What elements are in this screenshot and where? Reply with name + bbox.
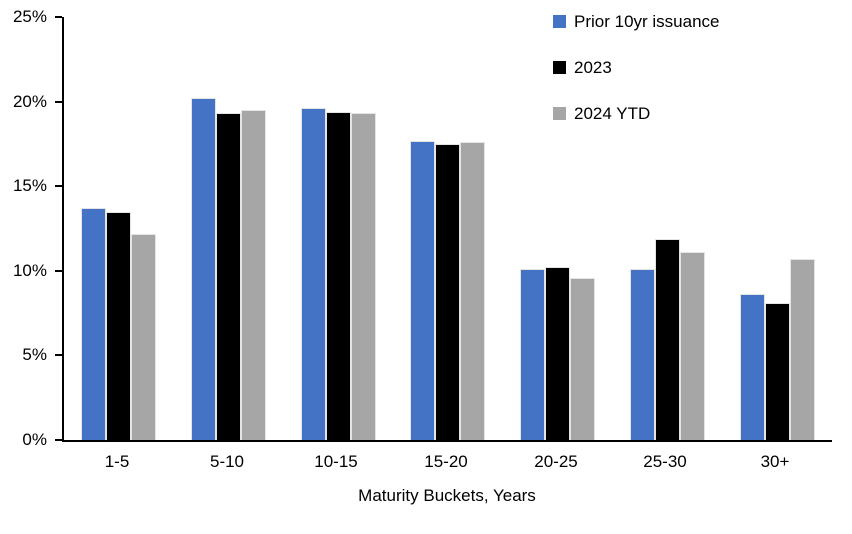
y-tick-label: 15%	[12, 176, 47, 196]
bar-30-prior-10yr-issuance	[740, 294, 765, 440]
legend-item-prior-10yr-issuance: Prior 10yr issuance	[553, 13, 720, 30]
bar-20-25-prior-10yr-issuance	[520, 269, 545, 440]
x-tick-label-5-10: 5-10	[209, 452, 245, 471]
legend-item-2024-ytd: 2024 YTD	[553, 105, 720, 122]
y-tick-label: 5%	[22, 345, 47, 365]
bar-15-20-prior-10yr-issuance	[410, 141, 435, 440]
y-tick-mark	[55, 16, 62, 18]
y-tick-mark	[55, 270, 62, 272]
bar-5-10-2023	[216, 113, 241, 440]
legend-label: 2024 YTD	[574, 104, 651, 123]
legend-item-2023: 2023	[553, 59, 720, 76]
x-tick-label-15-20: 15-20	[424, 452, 468, 471]
x-tick-label-10-15: 10-15	[314, 452, 358, 471]
legend-label: 2023	[574, 58, 612, 77]
legend-swatch-icon	[553, 61, 566, 74]
legend: Prior 10yr issuance 2023 2024 YTD	[553, 13, 720, 122]
legend-swatch-icon	[553, 107, 566, 120]
bar-25-30-2023	[655, 239, 680, 440]
y-tick-label: 20%	[12, 91, 47, 111]
bar-15-20-2023	[435, 144, 460, 440]
legend-label: Prior 10yr issuance	[574, 12, 720, 31]
plot-area	[55, 16, 832, 442]
bar-1-5-2023	[106, 212, 131, 440]
x-tick-label-1-5: 1-5	[104, 452, 130, 471]
y-tick-label: 25%	[12, 7, 47, 26]
y-tick-mark	[55, 354, 62, 356]
x-tick-label-25-30: 25-30	[643, 452, 687, 471]
bar-10-15-2023	[326, 112, 351, 440]
bar-10-15-2024-ytd	[351, 113, 376, 440]
bar-30-2023	[765, 303, 790, 440]
y-tick-mark	[55, 101, 62, 103]
bar-5-10-2024-ytd	[241, 110, 266, 440]
bar-1-5-2024-ytd	[131, 234, 156, 440]
y-tick-label: 0%	[22, 430, 47, 449]
x-tick-label-20-25: 20-25	[534, 452, 578, 471]
bar-25-30-prior-10yr-issuance	[630, 269, 655, 440]
bar-15-20-2024-ytd	[460, 142, 485, 440]
bar-25-30-2024-ytd	[680, 252, 705, 440]
y-tick-mark	[55, 439, 62, 441]
x-axis-title: Maturity Buckets, Years	[358, 486, 536, 505]
bar-1-5-prior-10yr-issuance	[81, 208, 106, 440]
y-tick-mark	[55, 185, 62, 187]
bar-20-25-2023	[545, 267, 570, 440]
bar-5-10-prior-10yr-issuance	[191, 98, 216, 440]
bar-20-25-2024-ytd	[570, 278, 595, 440]
legend-swatch-icon	[553, 15, 566, 28]
x-tick-label-30: 30+	[760, 452, 790, 471]
bar-10-15-prior-10yr-issuance	[301, 108, 326, 440]
bar-30-2024-ytd	[790, 259, 815, 440]
y-tick-label: 10%	[12, 260, 47, 280]
